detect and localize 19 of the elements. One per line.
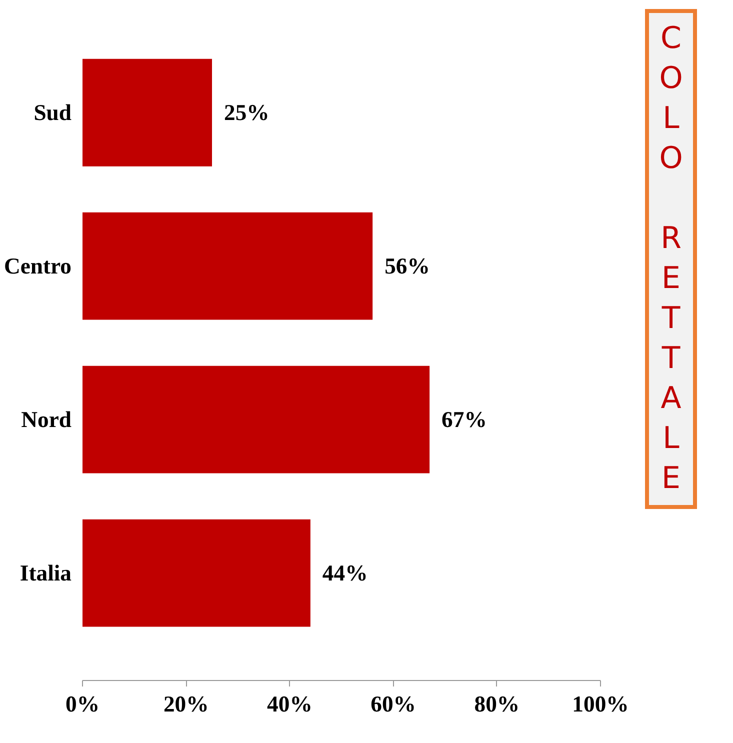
- bar: [82, 212, 373, 320]
- y-tick-label: Centro: [4, 254, 72, 279]
- data-label: 56%: [384, 254, 430, 279]
- x-tick-label: 80%: [474, 692, 520, 716]
- x-tick-label: 20%: [163, 692, 209, 716]
- y-tick-label: Sud: [34, 100, 72, 126]
- chart-title: COLO RETTALE: [659, 21, 683, 496]
- bar: [82, 58, 212, 166]
- x-tick-label: 40%: [267, 692, 312, 716]
- data-label: 25%: [224, 100, 270, 126]
- x-tick-label: 100%: [572, 692, 629, 716]
- x-tick-label: 0%: [66, 692, 100, 716]
- x-tick-label: 60%: [370, 692, 416, 716]
- bar: [82, 519, 310, 627]
- y-tick-label: Nord: [21, 407, 72, 432]
- data-label: 44%: [322, 560, 368, 586]
- bar: [82, 366, 430, 474]
- y-tick-label: Italia: [20, 560, 72, 586]
- data-label: 67%: [442, 407, 487, 432]
